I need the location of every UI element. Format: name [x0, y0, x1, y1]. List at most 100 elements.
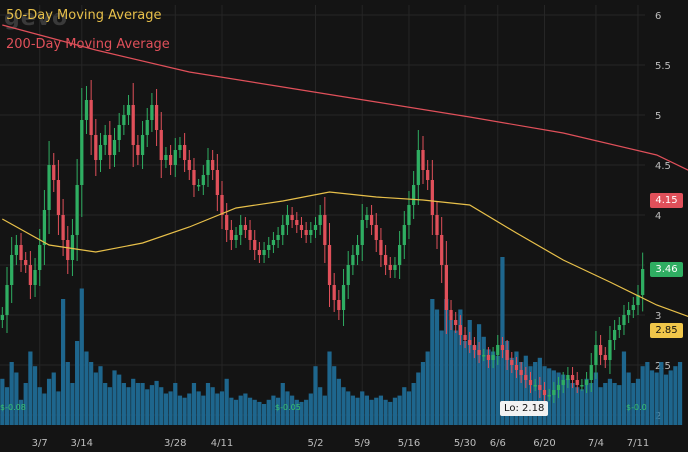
x-tick-label: 3/28	[164, 438, 186, 449]
volume-bar	[191, 383, 197, 425]
candle-body	[355, 245, 360, 255]
candle-body	[491, 355, 495, 360]
candle-body	[5, 285, 9, 315]
volume-bar	[238, 395, 243, 425]
candle-body	[304, 230, 308, 235]
tag-200-day-ma: 4.15	[650, 192, 683, 208]
x-tick-label: 5/16	[398, 438, 420, 449]
volume-bar	[598, 387, 603, 425]
candle-body	[393, 265, 397, 270]
candle-body	[24, 260, 28, 265]
candle-body	[617, 325, 621, 330]
volume-bar	[18, 399, 24, 425]
candle-body	[608, 340, 612, 360]
candle-body	[108, 135, 112, 155]
volume-bar	[663, 374, 669, 425]
volume-bar	[406, 391, 412, 425]
volume-bar	[346, 391, 351, 425]
candle-body	[547, 395, 551, 397]
candle-body	[570, 375, 575, 380]
volume-bar	[135, 383, 140, 425]
candle-body	[519, 370, 523, 375]
volume-bar	[523, 355, 528, 425]
candle-body	[201, 175, 205, 185]
volume-bar	[649, 370, 655, 425]
candle-body	[412, 185, 416, 205]
candle-body	[182, 145, 187, 160]
volume-bar	[448, 320, 454, 425]
candle-body	[257, 250, 262, 255]
volume-bar	[355, 397, 360, 425]
volume-bar	[631, 383, 636, 425]
earnings-event-mid[interactable]: $-0.05	[275, 403, 301, 412]
volume-bar	[626, 372, 631, 425]
volume-bar	[51, 372, 56, 425]
candle-body	[388, 265, 392, 270]
x-tick-label: 5/2	[307, 438, 323, 449]
candle-body	[496, 345, 500, 355]
volume-bar	[107, 387, 112, 425]
volume-bar	[177, 395, 183, 425]
volume-bar	[579, 389, 585, 425]
volume-bar	[589, 383, 594, 425]
volume-bar	[75, 341, 80, 425]
volume-bar	[215, 393, 220, 425]
candle-body	[598, 345, 603, 355]
candle-body	[42, 210, 47, 245]
volume-bar	[280, 383, 285, 425]
candle-body	[61, 215, 65, 240]
x-tick-label: 7/4	[588, 438, 604, 449]
volume-bar	[603, 383, 608, 425]
volume-bar	[332, 366, 337, 425]
candle-body	[299, 225, 304, 230]
candle-body	[552, 390, 556, 395]
earnings-event-right[interactable]: $-0.0	[626, 403, 647, 412]
volume-bar	[378, 395, 384, 425]
volume-bar	[103, 383, 108, 425]
volume-bar	[0, 378, 5, 425]
volume-bar	[556, 372, 561, 425]
volume-bar	[210, 387, 215, 425]
candle-body	[369, 215, 374, 225]
y-tick-label: 4	[655, 211, 661, 222]
candle-body	[94, 135, 98, 160]
volume-bar	[46, 378, 52, 425]
candle-body	[103, 135, 107, 145]
candle-body	[486, 355, 491, 360]
volume-bar	[224, 378, 229, 425]
candle-body	[309, 230, 313, 235]
candle-body	[239, 225, 243, 235]
volume-bar	[187, 393, 192, 425]
volume-bar	[369, 399, 374, 425]
volume-bar	[388, 401, 393, 425]
earnings-event-left[interactable]: $-0.08	[0, 403, 26, 412]
candle-body	[98, 145, 103, 160]
candle-body	[379, 240, 383, 255]
tag-close-price: 3.46	[650, 261, 683, 277]
x-tick-label: 7/11	[627, 438, 649, 449]
candle-body	[360, 220, 364, 245]
candle-body	[192, 170, 196, 185]
volume-bar	[481, 336, 486, 425]
volume-bar	[397, 395, 402, 425]
candle-body	[524, 375, 528, 380]
volume-bar	[32, 366, 38, 425]
x-tick-label: 5/9	[354, 438, 370, 449]
candle-body	[295, 220, 299, 225]
candle-body	[580, 385, 584, 387]
candle-body	[187, 160, 191, 170]
candle-body	[285, 215, 290, 225]
volume-bar	[561, 374, 566, 425]
volume-bar	[154, 380, 159, 425]
volume-bar	[173, 383, 178, 425]
candle-body	[126, 105, 131, 115]
candle-body	[444, 265, 448, 310]
candle-body	[173, 150, 177, 165]
volume-bar	[668, 370, 673, 425]
volume-bar	[201, 395, 206, 425]
volume-bar	[294, 399, 299, 425]
candle-body	[528, 380, 533, 385]
x-tick-label: 5/30	[454, 438, 476, 449]
